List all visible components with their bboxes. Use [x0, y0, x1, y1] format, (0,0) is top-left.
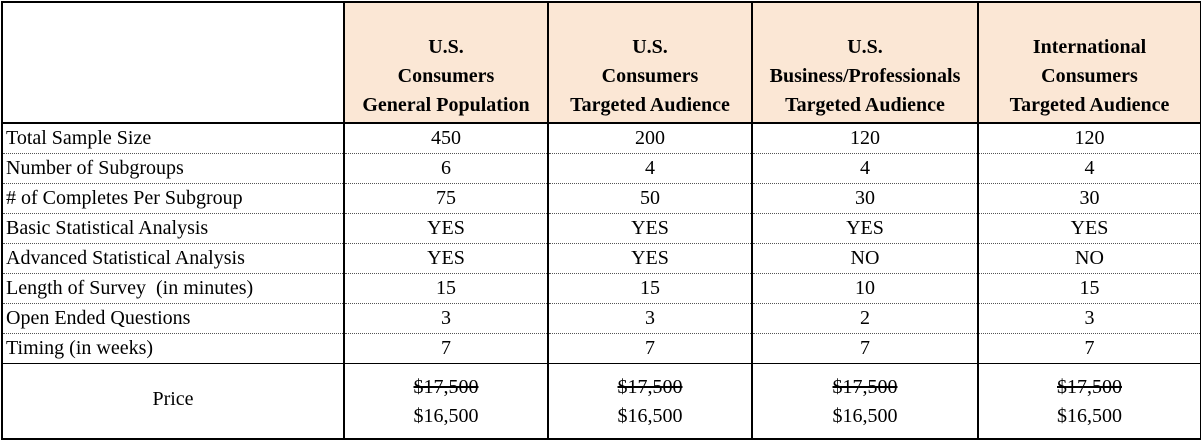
table-row: Total Sample Size 450 200 120 120: [1, 123, 1201, 154]
table-cell: NO: [978, 243, 1201, 274]
price-cell: $17,500 $16,500: [344, 363, 549, 440]
table-cell: 75: [344, 183, 549, 214]
table-cell: 15: [548, 273, 753, 304]
table-cell: 3: [978, 303, 1201, 334]
column-header-line: Targeted Audience: [1009, 94, 1170, 116]
table-cell: 120: [752, 123, 979, 154]
table-cell: 3: [548, 303, 753, 334]
old-price: $17,500: [832, 376, 898, 398]
row-label: Timing (in weeks): [1, 333, 345, 364]
price-row: Price $17,500 $16,500 $17,500 $16,500 $1…: [1, 363, 1201, 440]
table-row: # of Completes Per Subgroup 75 50 30 30: [1, 183, 1201, 214]
row-label: Open Ended Questions: [1, 303, 345, 334]
price-cell: $17,500 $16,500: [752, 363, 979, 440]
table-row: Number of Subgroups 6 4 4 4: [1, 153, 1201, 184]
header-row: U.S. Consumers General Population U.S. C…: [1, 1, 1201, 124]
column-header-us-business: U.S. Business/Professionals Targeted Aud…: [752, 1, 979, 124]
table-cell: 50: [548, 183, 753, 214]
table-cell: 7: [344, 333, 549, 364]
table-cell: 3: [344, 303, 549, 334]
column-header-line: Targeted Audience: [570, 94, 730, 116]
column-header-line: Consumers: [1041, 65, 1138, 87]
row-label: Total Sample Size: [1, 123, 345, 154]
table-cell: YES: [548, 213, 753, 244]
column-header-line: U.S.: [847, 36, 883, 58]
table-cell: 15: [344, 273, 549, 304]
table-cell: YES: [978, 213, 1201, 244]
table-cell: 450: [344, 123, 549, 154]
table-cell: 120: [978, 123, 1201, 154]
table-cell: 10: [752, 273, 979, 304]
column-header-line: U.S.: [428, 36, 464, 58]
new-price: $16,500: [413, 405, 479, 427]
row-label: Basic Statistical Analysis: [1, 213, 345, 244]
table-cell: 2: [752, 303, 979, 334]
table-cell: 4: [978, 153, 1201, 184]
row-label: Number of Subgroups: [1, 153, 345, 184]
row-label: # of Completes Per Subgroup: [1, 183, 345, 214]
table-cell: NO: [752, 243, 979, 274]
table-cell: YES: [752, 213, 979, 244]
column-header-line: U.S.: [632, 36, 668, 58]
new-price: $16,500: [617, 405, 683, 427]
table-cell: 4: [752, 153, 979, 184]
table-cell: 7: [978, 333, 1201, 364]
row-label: Advanced Statistical Analysis: [1, 243, 345, 274]
table-cell: 6: [344, 153, 549, 184]
new-price: $16,500: [1057, 405, 1122, 427]
table-cell: 30: [978, 183, 1201, 214]
column-header-line: Targeted Audience: [785, 94, 945, 116]
table-row: Open Ended Questions 3 3 2 3: [1, 303, 1201, 334]
column-header-international: International Consumers Targeted Audienc…: [978, 1, 1201, 124]
column-header-line: Consumers: [601, 65, 699, 87]
column-header-line: International: [1032, 36, 1147, 58]
table-cell: 30: [752, 183, 979, 214]
old-price: $17,500: [1057, 376, 1122, 398]
table-cell: 15: [978, 273, 1201, 304]
row-label: Length of Survey (in minutes): [1, 273, 345, 304]
column-header-line: General Population: [362, 94, 530, 116]
table-cell: YES: [548, 243, 753, 274]
price-cell: $17,500 $16,500: [548, 363, 753, 440]
column-header-us-targeted: U.S. Consumers Targeted Audience: [548, 1, 753, 124]
table-row: Timing (in weeks) 7 7 7 7: [1, 333, 1201, 364]
old-price: $17,500: [617, 376, 683, 398]
old-price: $17,500: [413, 376, 479, 398]
table-cell: 7: [752, 333, 979, 364]
table-cell: YES: [344, 213, 549, 244]
table-row: Advanced Statistical Analysis YES YES NO…: [1, 243, 1201, 274]
table-cell: YES: [344, 243, 549, 274]
table-cell: 7: [548, 333, 753, 364]
table-cell: 200: [548, 123, 753, 154]
column-header-line: Business/Professionals: [769, 65, 961, 87]
column-header-line: Consumers: [397, 65, 495, 87]
corner-cell: [1, 1, 345, 124]
column-header-us-general: U.S. Consumers General Population: [344, 1, 549, 124]
price-cell: $17,500 $16,500: [978, 363, 1201, 440]
price-label: Price: [1, 363, 345, 440]
table-cell: 4: [548, 153, 753, 184]
new-price: $16,500: [832, 405, 898, 427]
table-row: Basic Statistical Analysis YES YES YES Y…: [1, 213, 1201, 244]
table-row: Length of Survey (in minutes) 15 15 10 1…: [1, 273, 1201, 304]
